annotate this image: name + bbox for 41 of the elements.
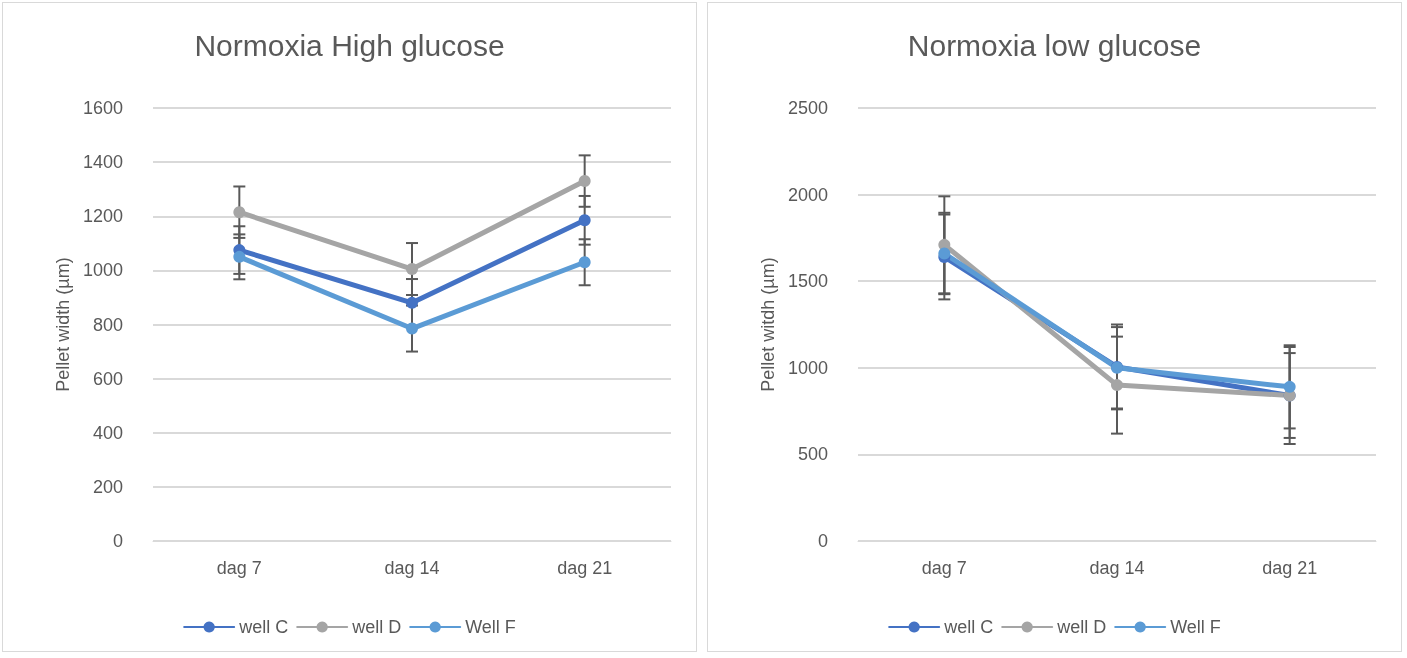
x-tick-label: dag 21	[557, 558, 613, 578]
y-axis-title: Pellet width (µm)	[53, 257, 74, 392]
y-tick-label: 1000	[787, 357, 828, 378]
y-tick-label: 1200	[82, 206, 123, 227]
y-tick-label: 0	[112, 531, 123, 551]
legend-label: well C	[238, 617, 289, 637]
x-tick-label: dag 7	[216, 558, 262, 578]
x-tick-label: dag 14	[384, 558, 440, 578]
y-tick-label: 0	[817, 531, 828, 551]
y-tick-label: 1500	[787, 271, 828, 292]
point	[578, 256, 591, 269]
legend-label: Well F	[1170, 617, 1221, 637]
y-tick-label: 2500	[787, 98, 828, 118]
chart-title: Normoxia High glucose	[194, 28, 505, 62]
x-tick-label: dag 21	[1262, 558, 1318, 578]
y-tick-label: 2000	[787, 184, 828, 205]
y-tick-label: 500	[797, 444, 828, 465]
point	[578, 175, 591, 188]
x-tick-label: dag 7	[921, 558, 967, 578]
y-tick-label: 200	[92, 476, 123, 497]
y-tick-label: 800	[92, 314, 123, 335]
y-tick-label: 1400	[82, 152, 123, 173]
point	[406, 263, 418, 276]
point	[1283, 380, 1296, 393]
legend-label: well D	[351, 617, 402, 637]
point	[406, 296, 418, 309]
y-tick-label: 600	[92, 368, 123, 389]
legend-label: well C	[943, 617, 994, 637]
legend-label: Well F	[465, 617, 516, 637]
point	[233, 250, 246, 263]
point	[406, 322, 418, 335]
x-tick-label: dag 14	[1089, 558, 1145, 578]
y-tick-label: 400	[92, 422, 123, 443]
y-axis-title: Pellet witdh (µm)	[758, 257, 779, 392]
point	[578, 214, 591, 227]
legend-label: well D	[1056, 617, 1107, 637]
chart-title: Normoxia low glucose	[907, 28, 1202, 62]
point	[233, 206, 246, 219]
y-tick-label: 1000	[82, 260, 123, 281]
y-tick-label: 1600	[82, 98, 123, 118]
point	[1111, 379, 1123, 392]
